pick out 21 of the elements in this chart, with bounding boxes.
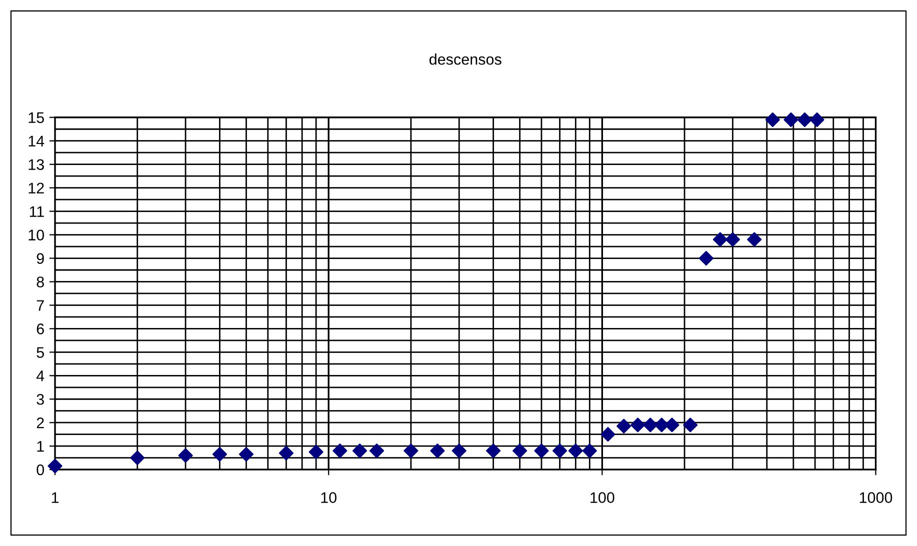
x-tick-label: 10 [321, 492, 336, 504]
chart-title: descensos [430, 54, 502, 65]
y-tick-label: 2 [36, 417, 44, 428]
y-tick-label: 0 [36, 464, 44, 476]
x-tick-label: 1000 [860, 492, 892, 504]
y-tick-label: 6 [36, 324, 44, 334]
y-tick-label: 15 [28, 112, 44, 124]
y-tick-label: 8 [36, 276, 44, 288]
y-tick-label: 5 [36, 347, 44, 358]
y-tick-label: 10 [28, 230, 44, 240]
y-tick-label: 3 [36, 394, 44, 405]
x-tick-label: 100 [590, 492, 614, 504]
y-tick-label: 4 [36, 370, 44, 382]
y-tick-label: 1 [37, 441, 44, 452]
y-tick-label: 11 [30, 206, 44, 217]
y-tick-label: 7 [36, 300, 44, 311]
x-tick-label: 1 [52, 492, 59, 503]
y-tick-label: 13 [28, 159, 44, 170]
y-tick-label: 9 [36, 253, 44, 264]
y-tick-label: 12 [28, 182, 44, 194]
y-tick-label: 14 [28, 136, 44, 146]
